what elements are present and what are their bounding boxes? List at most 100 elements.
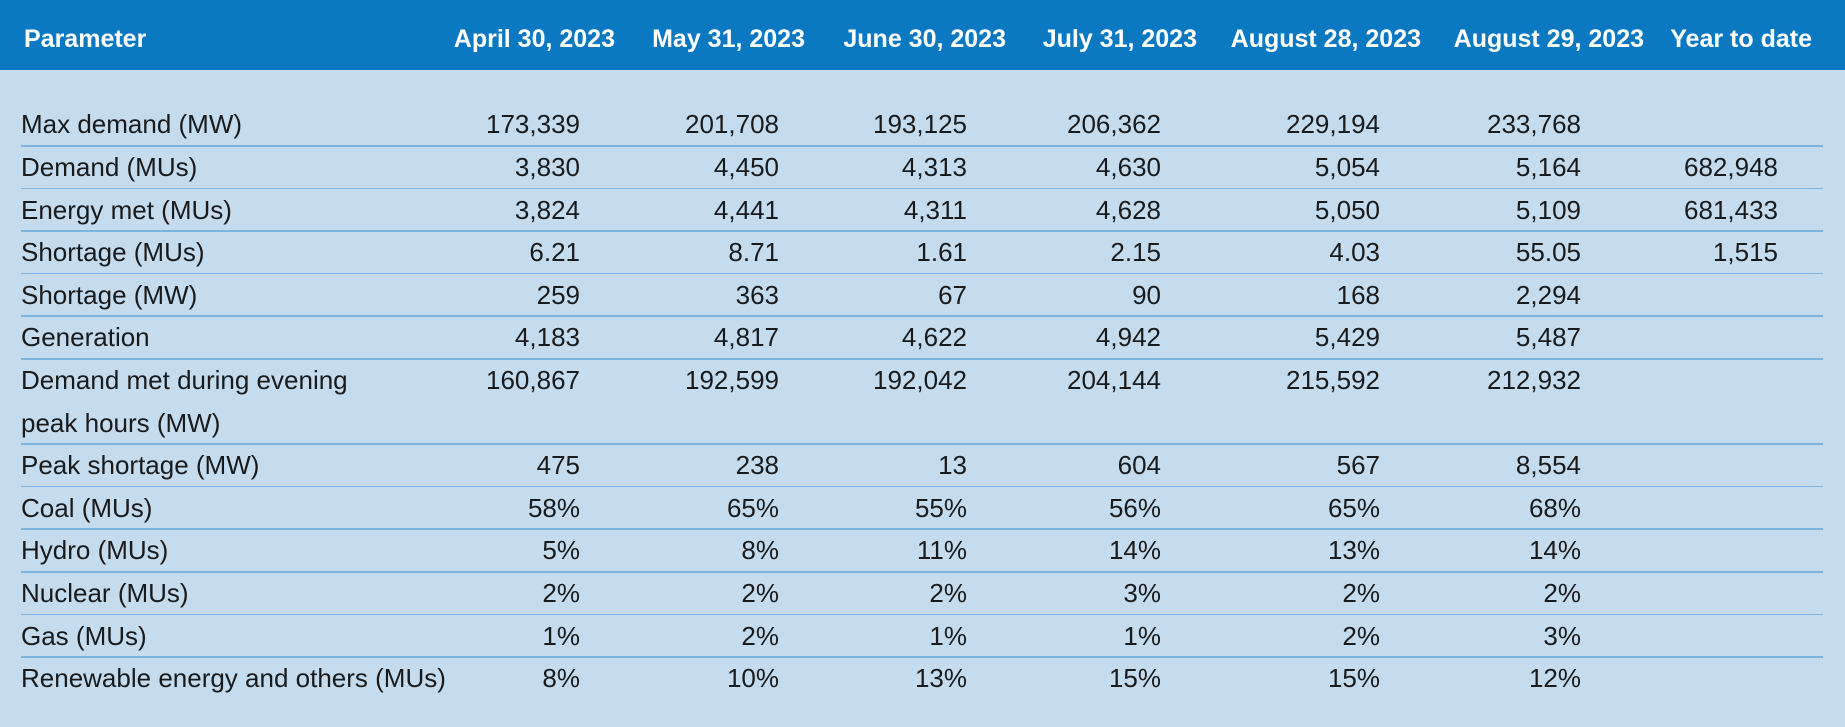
cell: 4,817 xyxy=(713,322,779,353)
row-separator xyxy=(21,443,1823,445)
cell: 3,830 xyxy=(514,152,580,182)
cell: 204,144 xyxy=(1067,365,1161,395)
row-separator xyxy=(21,485,1823,488)
cell: 363 xyxy=(735,279,779,310)
cell: 10% xyxy=(726,663,779,694)
row-separator xyxy=(21,315,1823,317)
row-label: Energy met (MUs) xyxy=(21,194,232,225)
column-header: Year to date xyxy=(1670,25,1812,53)
cell: 682,948 xyxy=(1684,152,1778,182)
cell: 160,867 xyxy=(486,365,580,395)
cell: 215,592 xyxy=(1286,365,1380,395)
cell: 206,362 xyxy=(1067,109,1161,140)
cell: 90 xyxy=(1132,279,1161,310)
column-header: July 31, 2023 xyxy=(1042,25,1197,53)
cell: 13% xyxy=(1327,535,1380,566)
column-header: Parameter xyxy=(24,25,147,53)
cell: 168 xyxy=(1336,279,1380,310)
cell: 13% xyxy=(914,663,967,694)
column-header: May 31, 2023 xyxy=(652,25,805,53)
row-label: Demand (MUs) xyxy=(21,152,198,182)
header-band xyxy=(0,0,1845,70)
row-separator xyxy=(21,230,1823,232)
cell: 238 xyxy=(735,450,779,481)
cell: 4,630 xyxy=(1095,152,1161,182)
cell: 2% xyxy=(741,620,779,651)
cell: 5,487 xyxy=(1515,322,1581,353)
row-separator xyxy=(21,358,1823,360)
cell: 4,313 xyxy=(901,152,967,182)
cell: 2.15 xyxy=(1110,237,1161,268)
cell: 15% xyxy=(1108,663,1161,694)
cell: 12% xyxy=(1528,663,1581,694)
cell: 604 xyxy=(1117,450,1161,481)
row-label: Shortage (MW) xyxy=(21,279,198,310)
cell: 475 xyxy=(536,450,580,481)
cell: 2% xyxy=(1543,578,1581,608)
cell: 2% xyxy=(1342,578,1380,608)
cell: 1% xyxy=(542,620,580,651)
cell: 2% xyxy=(1342,620,1380,651)
row-label: Generation xyxy=(21,322,150,353)
column-header: August 29, 2023 xyxy=(1453,25,1644,53)
cell: 58% xyxy=(527,492,580,523)
cell: 201,708 xyxy=(685,109,779,140)
cell: 8.71 xyxy=(728,237,779,268)
cell: 2% xyxy=(542,578,580,608)
cell: 1.61 xyxy=(916,237,967,268)
cell: 229,194 xyxy=(1286,109,1380,140)
cell: 233,768 xyxy=(1487,109,1581,140)
cell: 14% xyxy=(1528,535,1581,566)
cell: 4,311 xyxy=(903,194,967,225)
cell: 55% xyxy=(914,492,967,523)
row-label: Shortage (MUs) xyxy=(21,237,205,268)
column-header: June 30, 2023 xyxy=(843,25,1006,53)
cell: 1,515 xyxy=(1712,237,1778,268)
cell: 2,294 xyxy=(1515,279,1581,310)
cell: 5,429 xyxy=(1314,322,1380,353)
cell: 1% xyxy=(929,620,967,651)
row-label: Nuclear (MUs) xyxy=(21,578,189,608)
cell: 8,554 xyxy=(1515,450,1581,481)
cell: 4,622 xyxy=(901,322,967,353)
row-label: Demand met during evening peak hours (MW… xyxy=(21,365,348,438)
cell: 3,824 xyxy=(514,194,580,225)
cell: 15% xyxy=(1327,663,1380,694)
cell: 8% xyxy=(741,535,779,566)
cell: 192,599 xyxy=(685,365,779,395)
cell: 567 xyxy=(1336,450,1380,481)
cell: 4,942 xyxy=(1095,322,1161,353)
cell: 67 xyxy=(938,279,967,310)
row-separator xyxy=(21,656,1823,658)
cell: 5,050 xyxy=(1314,194,1380,225)
cell: 5,054 xyxy=(1314,152,1380,182)
row-label: Hydro (MUs) xyxy=(21,535,169,566)
cell: 55.05 xyxy=(1515,237,1581,268)
cell: 5,164 xyxy=(1515,152,1581,182)
row-separator xyxy=(21,272,1823,275)
cell: 8% xyxy=(542,663,580,694)
row-separator xyxy=(21,528,1823,530)
cell: 5% xyxy=(542,535,580,566)
row-separator xyxy=(21,571,1823,573)
cell: 3% xyxy=(1123,578,1161,608)
row-separator xyxy=(21,145,1823,147)
cell: 6.21 xyxy=(529,237,580,268)
cell: 65% xyxy=(726,492,779,523)
cell: 11% xyxy=(916,535,967,566)
row-label: Peak shortage (MW) xyxy=(21,450,260,481)
cell: 193,125 xyxy=(873,109,967,140)
cell: 2% xyxy=(929,578,967,608)
cell: 192,042 xyxy=(873,365,967,395)
cell: 5,109 xyxy=(1515,194,1581,225)
cell: 14% xyxy=(1108,535,1161,566)
column-header: April 30, 2023 xyxy=(453,25,615,53)
row-separator xyxy=(21,613,1823,616)
row-label: Coal (MUs) xyxy=(21,492,153,523)
row-label: Gas (MUs) xyxy=(21,620,147,651)
cell: 65% xyxy=(1327,492,1380,523)
row-label: Max demand (MW) xyxy=(21,109,243,140)
cell: 4,450 xyxy=(713,152,779,182)
cell: 1% xyxy=(1123,620,1161,651)
